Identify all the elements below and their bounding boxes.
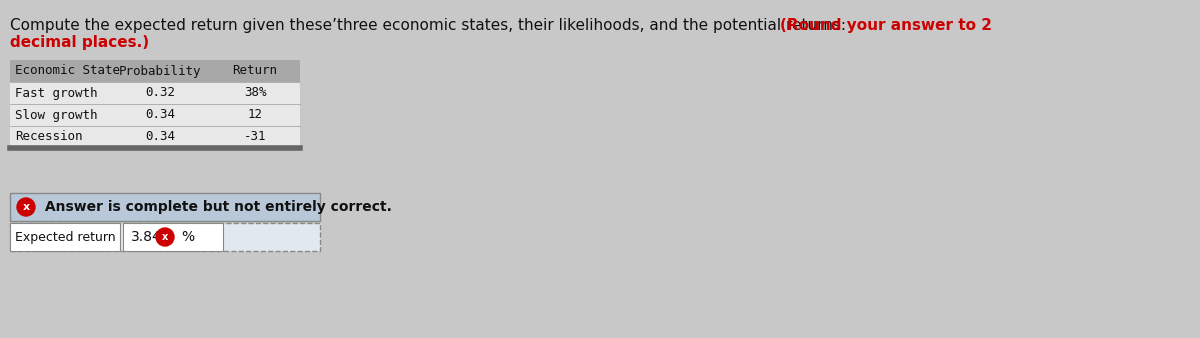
Text: -31: -31 bbox=[244, 130, 266, 144]
Text: 0.34: 0.34 bbox=[145, 130, 175, 144]
Text: Fast growth: Fast growth bbox=[14, 87, 97, 99]
Text: 38%: 38% bbox=[244, 87, 266, 99]
Text: Slow growth: Slow growth bbox=[14, 108, 97, 121]
Bar bbox=[10, 193, 320, 221]
Text: Compute the expected return given theseʼthree economic states, their likelihoods: Compute the expected return given theseʼ… bbox=[10, 18, 851, 33]
Bar bbox=[124, 223, 223, 251]
Text: Expected return: Expected return bbox=[14, 231, 115, 243]
Bar bbox=[10, 223, 320, 251]
Bar bbox=[10, 60, 300, 82]
Text: Recession: Recession bbox=[14, 130, 83, 144]
Text: decimal places.): decimal places.) bbox=[10, 35, 149, 50]
Text: Economic State: Economic State bbox=[14, 65, 120, 77]
Text: x: x bbox=[162, 232, 168, 242]
Text: x: x bbox=[23, 202, 30, 212]
Circle shape bbox=[156, 228, 174, 246]
Text: Answer is complete but not entirely correct.: Answer is complete but not entirely corr… bbox=[40, 200, 392, 214]
Text: 0.34: 0.34 bbox=[145, 108, 175, 121]
Bar bbox=[10, 223, 120, 251]
Bar bbox=[10, 126, 300, 148]
Text: Return: Return bbox=[233, 65, 277, 77]
Text: %: % bbox=[181, 230, 194, 244]
Text: 12: 12 bbox=[247, 108, 263, 121]
Text: 0.32: 0.32 bbox=[145, 87, 175, 99]
Bar bbox=[10, 82, 300, 104]
Bar bbox=[10, 104, 300, 126]
Text: Probability: Probability bbox=[119, 65, 202, 77]
Text: (Round your answer to 2: (Round your answer to 2 bbox=[780, 18, 992, 33]
Text: 3.84: 3.84 bbox=[131, 230, 162, 244]
Circle shape bbox=[17, 198, 35, 216]
